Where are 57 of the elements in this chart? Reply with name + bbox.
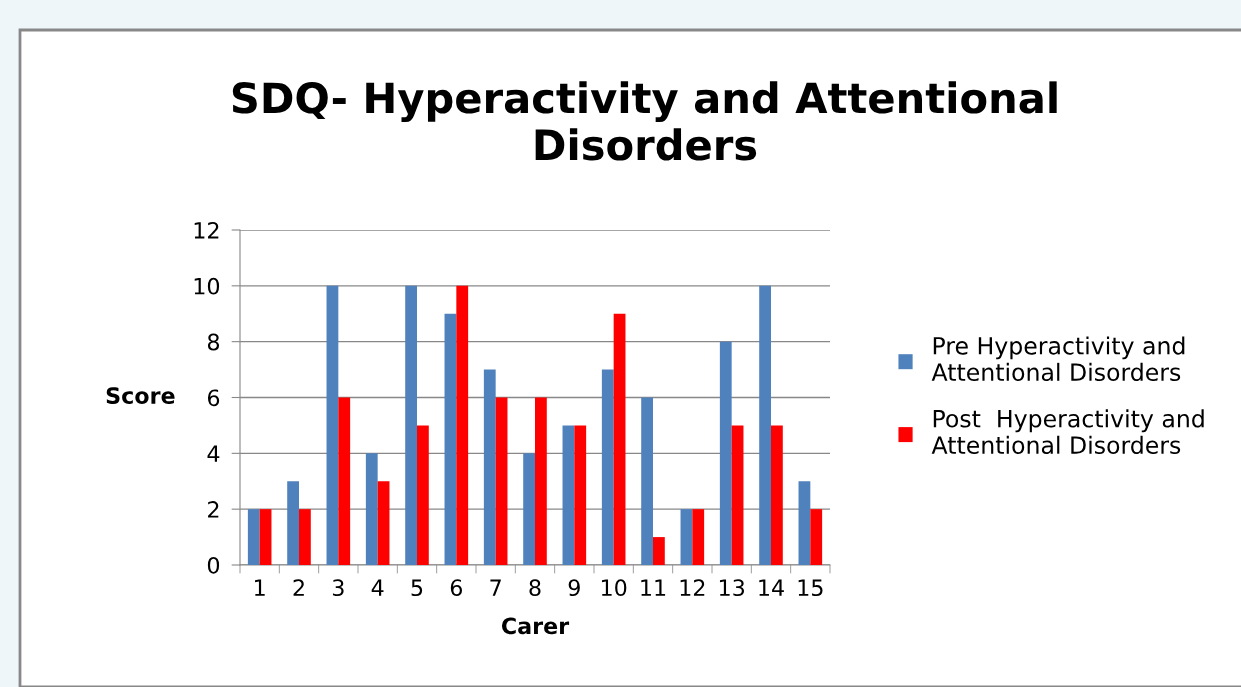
bar [377,481,390,565]
bar [287,481,299,565]
x-tick-label: 13 [719,579,745,597]
bar [601,369,614,565]
y-tick-label: 10 [194,277,220,295]
y-tick-label: 0 [207,556,220,574]
bar [535,397,547,565]
x-tick-label: 3 [332,579,344,597]
x-tick-label: 5 [411,579,423,597]
legend-label: Pre Hyperactivity and Attentional Disorders [931,336,1185,382]
x-tick-label: 1 [255,579,265,596]
x-tick-label: 9 [568,579,580,597]
x-tick-label: 4 [371,579,384,596]
bar [365,453,378,565]
bar [444,313,457,565]
y-tick-label: 8 [207,333,220,351]
bar [483,369,496,565]
bar [613,313,626,565]
x-tick-label: 2 [293,579,304,596]
x-tick-label: 14 [759,579,784,596]
x-tick-label: 12 [680,579,705,596]
x-axis-title: Carer [501,617,570,635]
y-tick-label: 6 [207,389,220,407]
y-axis-title: Score [106,387,175,404]
bar [798,481,811,565]
bar [405,285,417,565]
bar [574,425,587,565]
bar [680,509,693,565]
x-tick-label: 15 [798,579,823,597]
bar [338,397,351,565]
x-tick-label: 11 [641,579,666,596]
bar [495,397,508,565]
x-tick-label: 7 [490,579,501,596]
y-tick-label: 2 [208,501,219,518]
bar [719,341,732,565]
x-tick-label: 10 [601,579,627,597]
y-tick-label: 4 [207,445,220,462]
x-tick-label: 8 [529,579,541,597]
bar [810,509,823,565]
y-tick-label: 12 [194,221,219,239]
bar [653,537,665,565]
bar [417,425,429,565]
bar [247,509,260,565]
bar [562,425,575,565]
bar [641,397,653,565]
bar [259,509,272,565]
bar [456,285,469,565]
bar [326,285,339,565]
bar [759,285,771,565]
bar [523,453,535,565]
legend-label: Post Hyperactivity and Attentional Disorders [931,409,1204,455]
x-tick-label: 6 [450,579,462,597]
bar [299,509,311,565]
chart-title: SDQ- Hyperactivity and Attentional Disorders [232,81,1057,161]
bar [731,425,744,565]
bar [771,425,783,565]
bar [692,509,705,565]
